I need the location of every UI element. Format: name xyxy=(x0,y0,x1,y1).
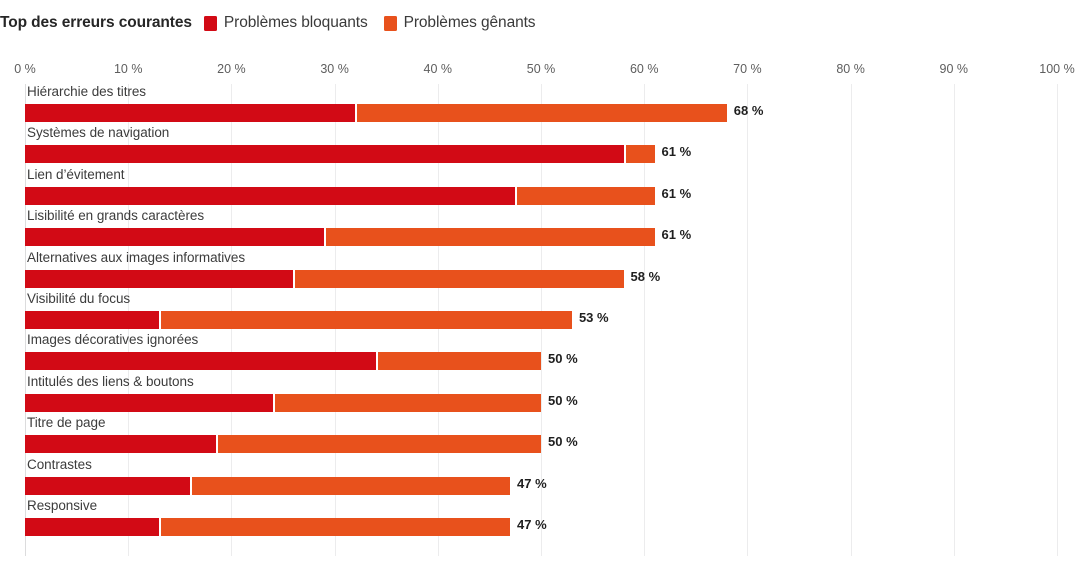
bar-segment-annoying[interactable] xyxy=(293,269,624,288)
bar-total-value: 53 % xyxy=(578,310,609,325)
bar-category-label: Systèmes de navigation xyxy=(27,125,170,141)
bar-segment-blocking[interactable] xyxy=(25,311,160,329)
bar-segment-blocking[interactable] xyxy=(25,145,624,164)
bar-segment-annoying[interactable] xyxy=(375,352,541,371)
bar-total-value: 47 % xyxy=(517,475,547,491)
bar-segment-annoying[interactable] xyxy=(215,435,541,454)
bar-total-value: 68 % xyxy=(733,103,764,118)
bar-track xyxy=(25,435,1057,454)
bar-category-label: Contrastes xyxy=(27,456,92,472)
x-axis-tick-label: 40 % xyxy=(423,62,453,76)
legend-label-blocking: Problèmes bloquants xyxy=(223,14,368,31)
bar-segment-blocking[interactable] xyxy=(25,352,376,371)
bar-track xyxy=(25,186,1057,205)
bar-segment-blocking[interactable] xyxy=(25,186,516,205)
bar-category-label: Images décoratives ignorées xyxy=(27,332,199,348)
x-axis-tick-label: 10 % xyxy=(113,62,143,76)
bar-segment-annoying[interactable] xyxy=(355,104,727,122)
x-axis-tick-label: 60 % xyxy=(629,62,659,76)
bar-segment-annoying[interactable] xyxy=(159,311,572,329)
x-axis: 0 % 10 % 20 % 30 % 40 % 50 % 60 % 70 % 80 % 90 % 1… xyxy=(0,62,1083,82)
chart-title: Top des erreurs courantes xyxy=(0,14,192,31)
bar-segment-blocking[interactable] xyxy=(25,228,325,247)
bar-segment-blocking[interactable] xyxy=(25,435,216,454)
chart-gridline xyxy=(747,84,749,556)
chart-bar-row[interactable]: Intitulés des liens & boutons 50 % xyxy=(25,374,1057,415)
bar-segment-blocking[interactable] xyxy=(25,476,191,495)
chart-bar-row[interactable]: Alternatives aux images informatives 58 % xyxy=(25,250,1057,291)
chart-gridline xyxy=(1057,84,1058,556)
x-axis-tick-label: 50 % xyxy=(526,62,556,76)
x-axis-tick-label: 30 % xyxy=(320,62,349,76)
bar-category-label: Intitulés des liens & boutons xyxy=(27,373,194,389)
chart-plot-area: Hiérarchie des titres 68 % Systèmes de nav… xyxy=(25,84,1058,556)
chart-gridline xyxy=(850,84,852,556)
legend-item-annoying: Problèmes gênants xyxy=(383,14,536,32)
bar-total-value: 50 % xyxy=(548,351,578,367)
bar-track xyxy=(25,352,1057,371)
chart-gridline xyxy=(953,84,955,556)
bar-segment-blocking[interactable] xyxy=(25,269,294,288)
bar-category-label: Lien d’évitement xyxy=(27,166,125,182)
bar-track xyxy=(25,476,1057,495)
bar-track xyxy=(25,145,1057,164)
legend-swatch-annoying-icon xyxy=(383,15,397,31)
chart-bar-row[interactable]: Images décoratives ignorées 50 % xyxy=(25,332,1057,373)
bar-segment-blocking[interactable] xyxy=(25,518,160,536)
legend-swatch-blocking-icon xyxy=(203,15,217,31)
bar-category-label: Alternatives aux images informatives xyxy=(27,249,246,265)
bar-total-value: 47 % xyxy=(517,517,547,532)
bar-segment-annoying[interactable] xyxy=(272,393,541,412)
bar-track xyxy=(25,269,1057,288)
x-axis-tick-label: 80 % xyxy=(836,62,865,76)
bar-track xyxy=(25,228,1057,247)
bar-segment-annoying[interactable] xyxy=(190,476,511,495)
bar-segment-blocking[interactable] xyxy=(25,104,356,122)
chart-bar-row[interactable]: Contrastes 47 % xyxy=(25,457,1057,498)
x-axis-tick-label: 100 % xyxy=(1039,62,1075,76)
bar-total-value: 61 % xyxy=(661,144,692,160)
chart-gridline xyxy=(644,84,646,556)
bar-segment-blocking[interactable] xyxy=(25,393,273,412)
chart-bar-row[interactable]: Responsive 47 % xyxy=(25,498,1057,539)
bar-total-value: 50 % xyxy=(548,392,578,408)
x-axis-tick-label: 90 % xyxy=(939,62,969,76)
bar-category-label: Responsive xyxy=(27,498,98,513)
bar-segment-annoying[interactable] xyxy=(623,145,655,164)
bar-category-label: Hiérarchie des titres xyxy=(27,84,146,99)
x-axis-tick-label: 20 % xyxy=(217,62,246,76)
chart-bar-row[interactable]: Lisibilité en grands caractères 61 % xyxy=(25,208,1057,249)
bar-segment-annoying[interactable] xyxy=(515,186,655,205)
x-axis-tick-label: 70 % xyxy=(733,62,762,76)
bar-total-value: 58 % xyxy=(630,268,661,284)
x-axis-tick-label: 0 % xyxy=(14,62,36,76)
bar-category-label: Titre de page xyxy=(27,415,106,431)
legend-item-blocking: Problèmes bloquants xyxy=(203,14,368,32)
bar-track xyxy=(25,393,1057,412)
bar-category-label: Visibilité du focus xyxy=(27,291,131,306)
chart-bar-row[interactable]: Visibilité du focus 53 % xyxy=(25,291,1057,332)
chart-bar-row[interactable]: Lien d’évitement 61 % xyxy=(25,167,1057,208)
bar-track xyxy=(25,104,1057,122)
bar-total-value: 61 % xyxy=(661,227,692,243)
bar-segment-annoying[interactable] xyxy=(324,228,655,247)
chart-bar-row[interactable]: Titre de page 50 % xyxy=(25,415,1057,456)
bar-category-label: Lisibilité en grands caractères xyxy=(27,208,205,224)
bar-track xyxy=(25,311,1057,329)
chart-bar-row[interactable]: Systèmes de navigation 61 % xyxy=(25,125,1057,166)
bar-track xyxy=(25,518,1057,536)
bar-segment-annoying[interactable] xyxy=(159,518,511,536)
legend-label-annoying: Problèmes gênants xyxy=(403,14,536,31)
chart-header: Top des erreurs courantes Problèmes bloq… xyxy=(0,8,551,38)
chart-bar-row[interactable]: Hiérarchie des titres 68 % xyxy=(25,84,1057,125)
bar-total-value: 50 % xyxy=(548,434,578,450)
bar-total-value: 61 % xyxy=(661,185,692,201)
